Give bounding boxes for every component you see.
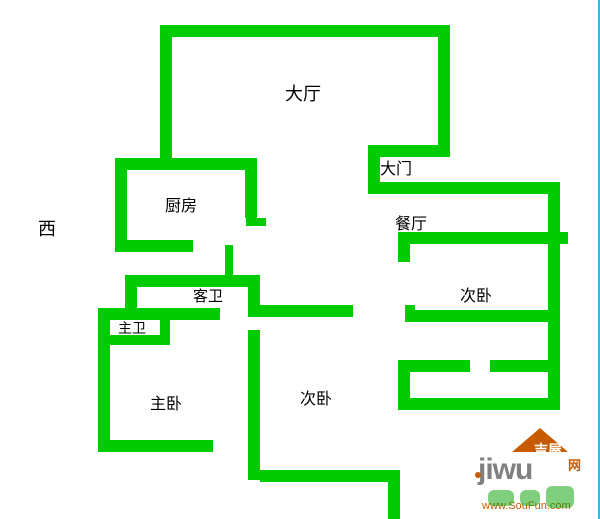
wall-segment bbox=[405, 305, 415, 322]
room-label: 餐厅 bbox=[395, 210, 427, 234]
decorative-blob bbox=[546, 486, 574, 508]
wall-segment bbox=[98, 308, 110, 448]
room-label: 客卫 bbox=[193, 285, 223, 306]
wall-segment bbox=[438, 25, 450, 155]
decorative-blob bbox=[488, 490, 514, 506]
room-label: 次卧 bbox=[300, 385, 332, 409]
wall-segment bbox=[160, 25, 172, 165]
wall-segment bbox=[115, 240, 193, 252]
room-label: 次卧 bbox=[460, 282, 492, 306]
wall-segment bbox=[248, 305, 353, 317]
wall-segment bbox=[398, 360, 410, 410]
room-label: 西 bbox=[38, 215, 56, 241]
wall-segment bbox=[115, 158, 257, 170]
wall-segment bbox=[98, 308, 220, 320]
wall-segment bbox=[160, 25, 450, 37]
wall-segment bbox=[490, 360, 560, 372]
wall-segment bbox=[398, 398, 560, 410]
wall-segment bbox=[388, 470, 400, 519]
wall-segment bbox=[225, 245, 233, 275]
wall-segment bbox=[368, 182, 560, 194]
watermark-brand-text: 吉屋 bbox=[534, 440, 562, 460]
room-label: 主卫 bbox=[118, 318, 146, 338]
wall-segment bbox=[115, 158, 127, 248]
wall-segment bbox=[400, 360, 470, 372]
wall-segment bbox=[548, 182, 560, 407]
wall-segment bbox=[246, 218, 266, 226]
room-label: 主卧 bbox=[150, 390, 182, 414]
watermark-main-text: jiwu bbox=[478, 453, 532, 487]
room-label: 大门 bbox=[380, 155, 412, 179]
watermark-dot-icon bbox=[475, 472, 481, 478]
room-label: 大厅 bbox=[285, 80, 321, 106]
room-label: 厨房 bbox=[165, 192, 197, 216]
wall-segment bbox=[160, 320, 170, 345]
wall-segment bbox=[98, 440, 213, 452]
wall-segment bbox=[405, 310, 560, 322]
wall-segment bbox=[260, 470, 400, 482]
watermark-wang-text: 网 bbox=[568, 455, 581, 474]
wall-segment bbox=[398, 232, 410, 262]
wall-segment bbox=[245, 158, 257, 218]
wall-segment bbox=[248, 330, 260, 480]
decorative-blob bbox=[520, 490, 540, 506]
